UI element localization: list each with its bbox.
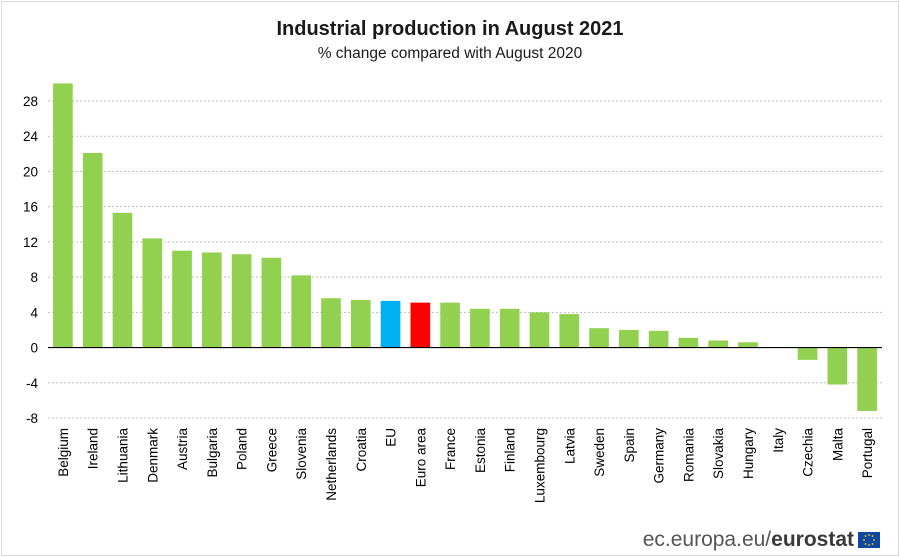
x-tick-label: Poland: [235, 428, 250, 470]
bar: [142, 238, 163, 348]
bar: [261, 257, 282, 348]
x-tick-label: Luxembourg: [532, 428, 547, 503]
x-tick-label: Sweden: [592, 428, 607, 477]
x-tick-label: Slovenia: [294, 428, 309, 480]
x-tick-label: Denmark: [145, 428, 160, 483]
y-tick-label: -8: [26, 411, 38, 426]
y-tick-label: 4: [30, 305, 38, 320]
bar: [857, 347, 877, 411]
bar: [708, 340, 729, 348]
bar: [321, 298, 341, 348]
bar: [618, 329, 639, 348]
bar: [201, 252, 222, 348]
source-brand: eurostat: [771, 528, 854, 551]
bar: [380, 300, 401, 348]
chart-subtitle: % change compared with August 2020: [317, 45, 583, 62]
x-tick-label: Lithuania: [115, 428, 130, 483]
bar: [678, 337, 699, 348]
x-tick-label: Belgium: [56, 428, 71, 477]
x-tick-label: Netherlands: [324, 428, 339, 501]
x-tick-label: Bulgaria: [205, 428, 220, 478]
x-tick-label: Spain: [622, 428, 637, 463]
bar: [82, 152, 103, 348]
bar: [172, 250, 192, 348]
y-tick-label: 28: [23, 94, 38, 109]
bar: [529, 312, 550, 348]
bar: [410, 302, 431, 348]
source-footer: ec.europa.eu/ eurostat: [643, 528, 880, 552]
x-tick-label: Latvia: [562, 428, 577, 465]
y-tick-label: -4: [26, 376, 38, 391]
x-tick-label: Portugal: [860, 428, 875, 478]
y-tick-label: 16: [23, 200, 38, 215]
x-tick-label: EU: [384, 428, 399, 447]
bar: [589, 328, 609, 348]
eu-flag-icon: [858, 532, 880, 548]
x-tick-label: Czechia: [801, 428, 816, 477]
x-tick-label: Ireland: [86, 428, 101, 469]
bar: [440, 302, 460, 348]
bar: [738, 342, 758, 348]
x-tick-label: Slovakia: [711, 428, 726, 480]
bar: [827, 347, 848, 385]
y-tick-label: 12: [23, 235, 38, 250]
x-tick-label: Euro area: [413, 428, 428, 488]
source-prefix: ec.europa.eu/: [642, 528, 772, 551]
bar: [648, 330, 669, 348]
bar: [231, 254, 252, 348]
bar: [291, 275, 312, 348]
bar: [797, 347, 818, 360]
bar: [53, 83, 73, 348]
x-tick-label: Greece: [264, 428, 279, 472]
bar: [499, 308, 520, 348]
x-tick-label: Estonia: [473, 428, 488, 474]
x-tick-label: Finland: [503, 428, 518, 472]
y-tick-label: 24: [23, 129, 39, 144]
bar: [470, 308, 490, 348]
x-tick-label: Hungary: [741, 428, 756, 479]
x-tick-label: Austria: [175, 428, 190, 471]
chart-title: Industrial production in August 2021: [276, 18, 624, 40]
bar: [350, 300, 371, 348]
x-tick-label: France: [443, 428, 458, 470]
x-tick-label: Italy: [771, 428, 786, 453]
x-tick-label: Romania: [681, 428, 696, 483]
x-tick-label: Malta: [830, 428, 845, 462]
bar: [559, 314, 580, 348]
x-tick-label: Croatia: [354, 428, 369, 472]
x-tick-label: Germany: [652, 428, 667, 484]
y-tick-label: 20: [23, 164, 38, 179]
y-tick-label: 8: [30, 270, 38, 285]
bar: [112, 212, 133, 348]
y-tick-label: 0: [30, 341, 38, 356]
